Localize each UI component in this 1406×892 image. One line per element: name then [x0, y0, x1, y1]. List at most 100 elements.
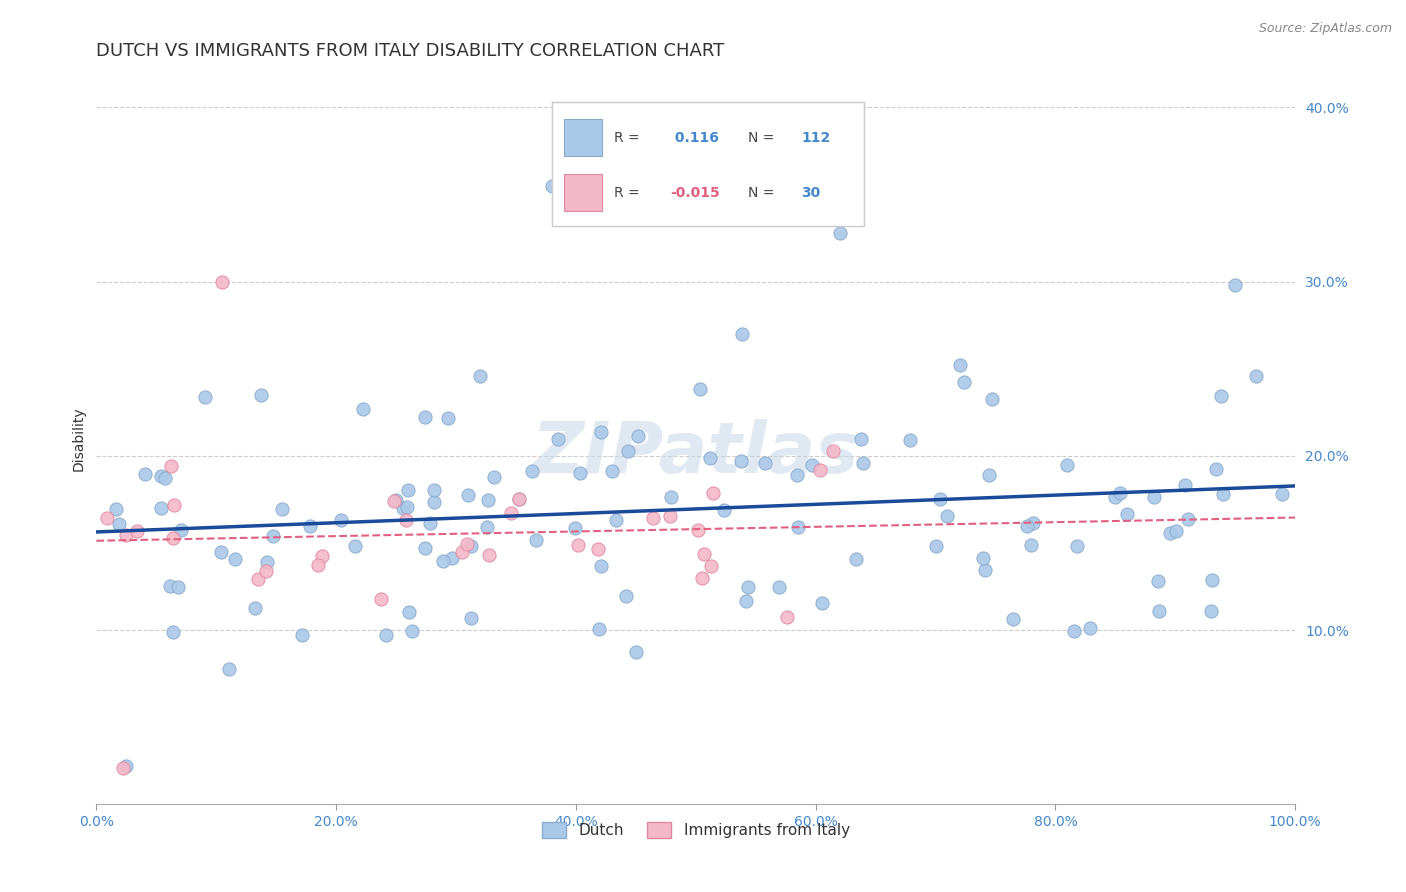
Point — [105, 501, 128, 516]
Point — [436, 410, 458, 425]
Point — [484, 470, 506, 484]
Point — [343, 539, 366, 553]
Point — [737, 580, 759, 594]
Point — [115, 759, 138, 773]
Point — [567, 538, 589, 552]
Point — [1109, 486, 1132, 500]
Point — [432, 554, 454, 568]
Point — [569, 467, 592, 481]
Point — [1159, 525, 1181, 540]
Point — [659, 490, 682, 504]
Point — [735, 593, 758, 607]
Point — [392, 500, 415, 515]
Point — [245, 601, 267, 615]
Point — [108, 517, 131, 532]
Point — [423, 495, 446, 509]
Point — [247, 573, 270, 587]
Point — [1225, 278, 1247, 293]
Point — [845, 552, 868, 566]
Point — [693, 547, 716, 561]
Point — [1147, 604, 1170, 618]
Point — [307, 558, 329, 573]
Point — [731, 326, 754, 341]
Point — [1022, 516, 1045, 530]
Point — [821, 443, 844, 458]
Point — [298, 519, 321, 533]
Point — [395, 512, 418, 526]
Point — [111, 761, 134, 775]
Point — [626, 644, 648, 658]
Point — [499, 506, 522, 520]
Point — [419, 516, 441, 530]
Point — [413, 410, 436, 425]
Point — [1205, 462, 1227, 476]
Point — [441, 551, 464, 566]
Point — [786, 467, 808, 482]
Point — [382, 494, 405, 508]
Point — [401, 624, 423, 638]
Point — [972, 550, 994, 565]
Point — [589, 558, 612, 573]
Point — [209, 545, 232, 559]
Point — [398, 605, 420, 619]
Point — [924, 540, 946, 554]
Point — [700, 559, 723, 574]
Point — [658, 509, 681, 524]
Point — [166, 580, 188, 594]
Point — [162, 531, 184, 545]
Point — [159, 579, 181, 593]
Point — [396, 483, 419, 498]
Point — [477, 520, 499, 534]
Text: Source: ZipAtlas.com: Source: ZipAtlas.com — [1258, 22, 1392, 36]
Point — [508, 491, 530, 506]
Point — [1164, 524, 1187, 539]
Point — [153, 471, 176, 485]
Point — [776, 610, 799, 624]
Point — [1056, 458, 1078, 472]
Point — [1143, 490, 1166, 504]
Point — [1066, 539, 1088, 553]
Point — [768, 580, 790, 594]
Point — [1271, 487, 1294, 501]
Point — [218, 662, 240, 676]
Point — [451, 545, 474, 559]
Point — [524, 533, 547, 548]
Point — [1177, 512, 1199, 526]
Point — [690, 571, 713, 585]
Point — [468, 369, 491, 384]
Point — [730, 454, 752, 468]
Point — [602, 464, 624, 478]
Point — [1146, 574, 1168, 589]
Point — [935, 508, 957, 523]
Point — [1063, 624, 1085, 638]
Point — [1199, 604, 1222, 618]
Point — [713, 503, 735, 517]
Point — [162, 625, 184, 640]
Point — [134, 467, 156, 481]
Legend: Dutch, Immigrants from Italy: Dutch, Immigrants from Italy — [536, 816, 856, 844]
Point — [754, 456, 776, 470]
Point — [586, 541, 609, 556]
Point — [1201, 574, 1223, 588]
Point — [211, 275, 233, 289]
Point — [1017, 519, 1039, 533]
Point — [256, 555, 278, 569]
Point — [981, 392, 1004, 406]
Point — [522, 464, 544, 478]
Text: ZIPatlas: ZIPatlas — [531, 418, 859, 488]
Point — [1116, 507, 1139, 521]
Point — [948, 358, 970, 372]
Point — [588, 622, 610, 636]
Point — [591, 425, 613, 439]
Point — [852, 456, 875, 470]
Point — [457, 488, 479, 502]
Point — [1209, 389, 1232, 403]
Point — [810, 463, 832, 477]
Point — [460, 539, 482, 553]
Point — [224, 552, 246, 566]
Point — [1174, 478, 1197, 492]
Point — [96, 511, 118, 525]
Point — [194, 390, 217, 404]
Point — [979, 468, 1001, 483]
Point — [250, 387, 273, 401]
